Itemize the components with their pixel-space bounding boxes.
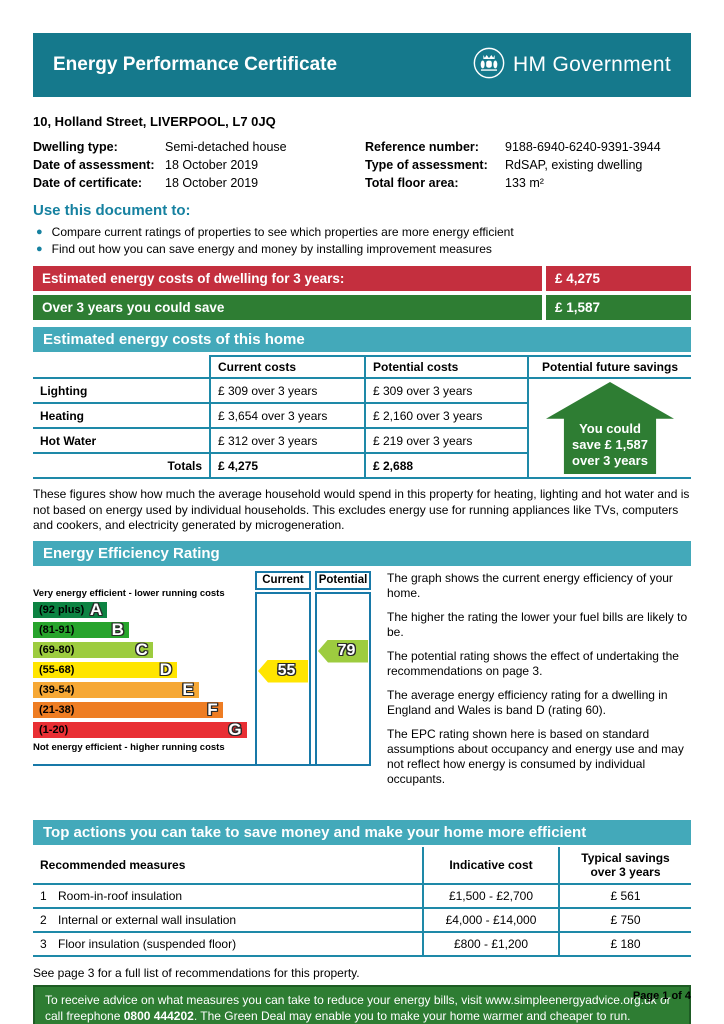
- list-item: ● Find out how you can save energy and m…: [36, 242, 492, 256]
- potential-rating-column: Potential 79: [315, 570, 371, 764]
- see-page-3-note: See page 3 for a full list of recommenda…: [33, 965, 360, 980]
- use-document-list: ● Compare current ratings of properties …: [33, 224, 691, 258]
- rating-paragraph: The potential rating shows the effect of…: [387, 648, 679, 678]
- detail-dwelling-type: Dwelling type: Semi-detached house: [33, 140, 287, 154]
- you-could-save-arrow: You could save £ 1,587 over 3 years: [546, 382, 674, 474]
- band-e: (39-54) E: [33, 681, 199, 698]
- table-row: 2 Internal or external wall insulation £4…: [33, 906, 691, 933]
- band-c: (69-80) C: [33, 641, 153, 658]
- freephone-number: 0800 444202: [123, 1008, 194, 1023]
- document-header: Energy Performance Certificate HM Govern…: [33, 33, 691, 97]
- estimated-costs-value: £ 4,275: [546, 266, 691, 291]
- band-b: (81-91) B: [33, 621, 129, 638]
- costs-section-banner: Estimated energy costs of this home: [33, 327, 691, 352]
- page-number: Page 1 of 4: [632, 990, 691, 1002]
- current-column-header: Current: [255, 570, 311, 590]
- rating-paragraph: The average energy efficiency rating for…: [387, 687, 668, 717]
- table-header-row: Recommended measures Indicative cost Typ…: [33, 846, 691, 885]
- energy-advice-box: To receive advice on what measures you c…: [33, 984, 691, 1024]
- property-address: 10, Holland Street, LIVERPOOL, L7 0JQ: [33, 114, 276, 129]
- list-item: ● Compare current ratings of properties …: [36, 225, 514, 239]
- col-future-savings: Potential future savings: [527, 355, 691, 379]
- bullet-icon: ●: [36, 226, 43, 238]
- recommended-measures-table: Recommended measures Indicative cost Typ…: [33, 846, 691, 957]
- energy-costs-table: Current costs Potential costs Potential …: [33, 355, 691, 479]
- col-current-costs: Current costs: [209, 355, 366, 379]
- col-potential-costs: Potential costs: [364, 355, 529, 379]
- band-a: (92 plus) A: [33, 601, 108, 618]
- col-recommended-measures: Recommended measures: [33, 846, 423, 885]
- bullet-icon: ●: [36, 243, 43, 255]
- current-rating-arrow: 55: [258, 659, 308, 683]
- detail-type-of-assessment: Type of assessment: RdSAP, existing dwel…: [365, 158, 643, 172]
- hm-government-label: HM Government: [513, 53, 671, 76]
- table-row: 3 Floor insulation (suspended floor) £800…: [33, 930, 691, 957]
- rating-bands: Very energy efficient - lower running co…: [33, 571, 251, 764]
- epc-rating-chart: Very energy efficient - lower running co…: [33, 570, 371, 766]
- table-row: Lighting £ 309 over 3 years £ 309 over 3…: [33, 377, 691, 479]
- band-d: (55-68) D: [33, 661, 177, 678]
- energy-efficiency-rating-section: Very energy efficient - lower running co…: [33, 570, 691, 796]
- rating-paragraph: The higher the rating the lower your fue…: [387, 609, 688, 639]
- actions-section-banner: Top actions you can take to save money a…: [33, 819, 691, 845]
- table-row: Heating £ 3,654 over 3 years £ 2,160 ove…: [33, 402, 691, 429]
- property-details: Dwelling type: Semi-detached house Date …: [33, 139, 691, 193]
- future-savings-cell: You could save £ 1,587 over 3 years: [527, 377, 691, 479]
- table-row: Hot Water £ 312 over 3 years £ 219 over …: [33, 427, 691, 454]
- page-title: Energy Performance Certificate: [53, 54, 338, 75]
- use-document-heading: Use this document to:: [33, 202, 191, 219]
- band-f: (21-38) F: [33, 701, 223, 718]
- hm-government-logo: HM Government: [472, 46, 671, 85]
- band-g: (1-20) G: [33, 721, 247, 738]
- rating-paragraph: The EPC rating shown here is based on st…: [387, 726, 684, 786]
- hm-government-crest-icon: [472, 46, 506, 85]
- col-indicative-cost: Indicative cost: [422, 846, 559, 885]
- bottom-scale-label: Not energy efficient - higher running co…: [33, 741, 225, 753]
- estimated-costs-bar: Estimated energy costs of dwelling for 3…: [33, 266, 691, 291]
- potential-column-header: Potential: [315, 570, 371, 590]
- rating-paragraph: The graph shows the current energy effic…: [387, 570, 673, 600]
- detail-reference-number: Reference number: 9188-6940-6240-9391-39…: [365, 140, 661, 154]
- table-header-row: Current costs Potential costs Potential …: [33, 355, 691, 379]
- table-totals-row: Totals £ 4,275 £ 2,688: [33, 452, 691, 479]
- detail-date-of-certificate: Date of certificate: 18 October 2019: [33, 176, 259, 190]
- detail-total-floor-area: Total floor area: 133 m²: [365, 176, 544, 190]
- table-row: 1 Room-in-roof insulation £1,500 - £2,700…: [33, 882, 691, 909]
- detail-date-of-assessment: Date of assessment: 18 October 2019: [33, 158, 259, 172]
- rating-explanation-text: The graph shows the current energy effic…: [387, 571, 691, 796]
- col-typical-savings: Typical savings over 3 years: [558, 846, 691, 885]
- potential-savings-value: £ 1,587: [546, 295, 691, 320]
- potential-savings-bar: Over 3 years you could save £ 1,587: [33, 295, 691, 320]
- rating-section-banner: Energy Efficiency Rating: [33, 540, 691, 566]
- top-scale-label: Very energy efficient - lower running co…: [33, 587, 225, 599]
- costs-explanation-text: These figures show how much the average …: [33, 487, 690, 532]
- current-rating-column: Current 55: [255, 570, 311, 764]
- potential-rating-arrow: 79: [318, 639, 368, 663]
